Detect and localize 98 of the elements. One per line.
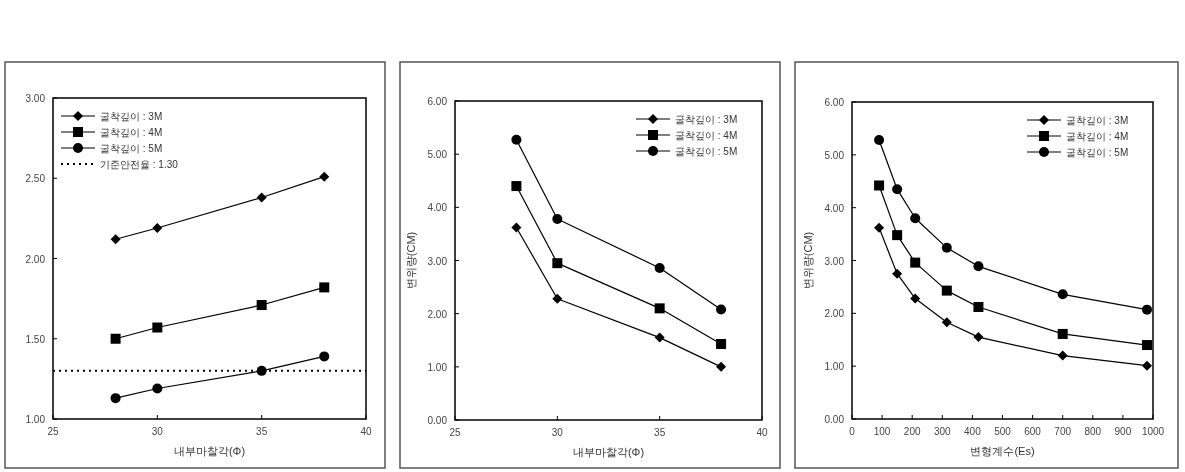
point <box>511 222 522 233</box>
y-tick-label: 5.00 <box>427 149 448 161</box>
legend-label: 굴착깊이 : 4M <box>675 130 738 141</box>
point <box>256 300 267 311</box>
point <box>654 332 665 343</box>
legend-label: 굴착깊이 : 3M <box>100 111 163 122</box>
point <box>152 223 163 234</box>
x-tick-label: 40 <box>360 426 372 437</box>
y-tick-label: 2.50 <box>25 173 46 185</box>
y-tick-label: 0.00 <box>427 415 448 426</box>
point <box>319 171 330 182</box>
y-tick-label: 6.00 <box>824 97 845 108</box>
y-tick-label: 5.00 <box>824 149 845 161</box>
point <box>319 351 330 362</box>
x-tick-label: 25 <box>449 427 461 438</box>
point <box>1141 304 1152 315</box>
point <box>1141 360 1152 371</box>
point <box>110 393 121 404</box>
point <box>892 230 903 241</box>
point <box>1141 340 1152 351</box>
point <box>110 234 121 245</box>
x-axis-title: 내부마찰각(Φ) <box>572 446 645 458</box>
point <box>552 214 563 225</box>
point <box>1057 289 1068 300</box>
x-tick-label: 0 <box>849 426 856 437</box>
y-tick-label: 1.50 <box>25 333 46 345</box>
legend-label: 굴착깊이 : 5M <box>100 143 163 154</box>
y-axis-title: 변위량(CM) <box>802 231 814 290</box>
point <box>973 261 984 272</box>
point <box>941 317 952 328</box>
y-tick-label: 1.00 <box>25 414 46 425</box>
y-tick-label: 0.00 <box>824 414 845 425</box>
x-tick-label: 700 <box>1054 426 1072 437</box>
point <box>716 338 727 349</box>
x-tick-label: 40 <box>756 427 768 438</box>
point <box>1057 350 1068 361</box>
x-tick-label: 300 <box>933 426 952 437</box>
legend-label: 굴착깊이 : 4M <box>100 127 163 138</box>
point <box>973 332 984 343</box>
point <box>874 180 885 191</box>
point <box>654 262 665 273</box>
x-tick-label: 25 <box>47 426 59 437</box>
point <box>910 257 921 268</box>
point <box>511 181 522 192</box>
x-tick-label: 400 <box>964 426 982 437</box>
legend-label: 굴착깊이 : 4M <box>1066 131 1129 142</box>
y-tick-label: 6.00 <box>427 96 448 107</box>
y-tick-label: 3.00 <box>824 255 845 267</box>
point <box>511 134 522 145</box>
x-tick-label: 200 <box>903 426 921 437</box>
point <box>256 192 267 203</box>
point <box>552 293 563 304</box>
point <box>552 258 563 269</box>
point <box>1057 328 1068 339</box>
x-tick-label: 600 <box>1024 426 1042 437</box>
x-axis-title: 내부마찰각(Φ) <box>173 445 246 457</box>
x-tick-label: 900 <box>1114 426 1132 437</box>
point <box>910 213 921 224</box>
point <box>941 242 952 253</box>
point <box>716 361 727 372</box>
x-tick-label: 35 <box>256 426 268 437</box>
point <box>319 282 330 293</box>
legend-label: 기준안전율 : 1.30 <box>100 159 179 170</box>
y-axis-title: 변위량(CM) <box>405 231 417 290</box>
point <box>874 222 885 233</box>
y-tick-label: 2.00 <box>427 308 448 320</box>
y-tick-label: 2.00 <box>824 308 845 320</box>
point <box>152 322 163 333</box>
x-tick-label: 800 <box>1084 426 1102 437</box>
point <box>654 303 665 314</box>
y-tick-label: 4.00 <box>824 202 845 214</box>
x-tick-label: 1000 <box>1141 426 1165 437</box>
x-axis-title: 변형계수(Es) <box>970 445 1035 457</box>
legend-label: 굴착깊이 : 5M <box>675 146 738 157</box>
y-tick-label: 1.00 <box>427 361 448 373</box>
point <box>152 383 163 394</box>
point <box>874 135 885 146</box>
point <box>256 365 267 376</box>
x-tick-label: 500 <box>994 426 1012 437</box>
y-tick-label: 1.00 <box>824 361 845 373</box>
x-tick-label: 100 <box>873 426 891 437</box>
legend-label: 굴착깊이 : 3M <box>1066 115 1129 126</box>
point <box>941 285 952 296</box>
point <box>110 333 121 344</box>
y-tick-label: 3.00 <box>25 93 46 104</box>
y-tick-label: 4.00 <box>427 202 448 214</box>
y-tick-label: 2.00 <box>25 253 46 265</box>
legend-label: 굴착깊이 : 3M <box>675 114 738 125</box>
x-tick-label: 35 <box>654 427 666 438</box>
point <box>716 304 727 315</box>
point <box>892 184 903 195</box>
x-tick-label: 30 <box>551 427 564 438</box>
point <box>910 293 921 304</box>
x-tick-label: 30 <box>151 426 164 437</box>
point <box>973 301 984 312</box>
point <box>892 268 903 279</box>
legend-label: 굴착깊이 : 5M <box>1066 147 1129 158</box>
y-tick-label: 3.00 <box>427 255 448 267</box>
